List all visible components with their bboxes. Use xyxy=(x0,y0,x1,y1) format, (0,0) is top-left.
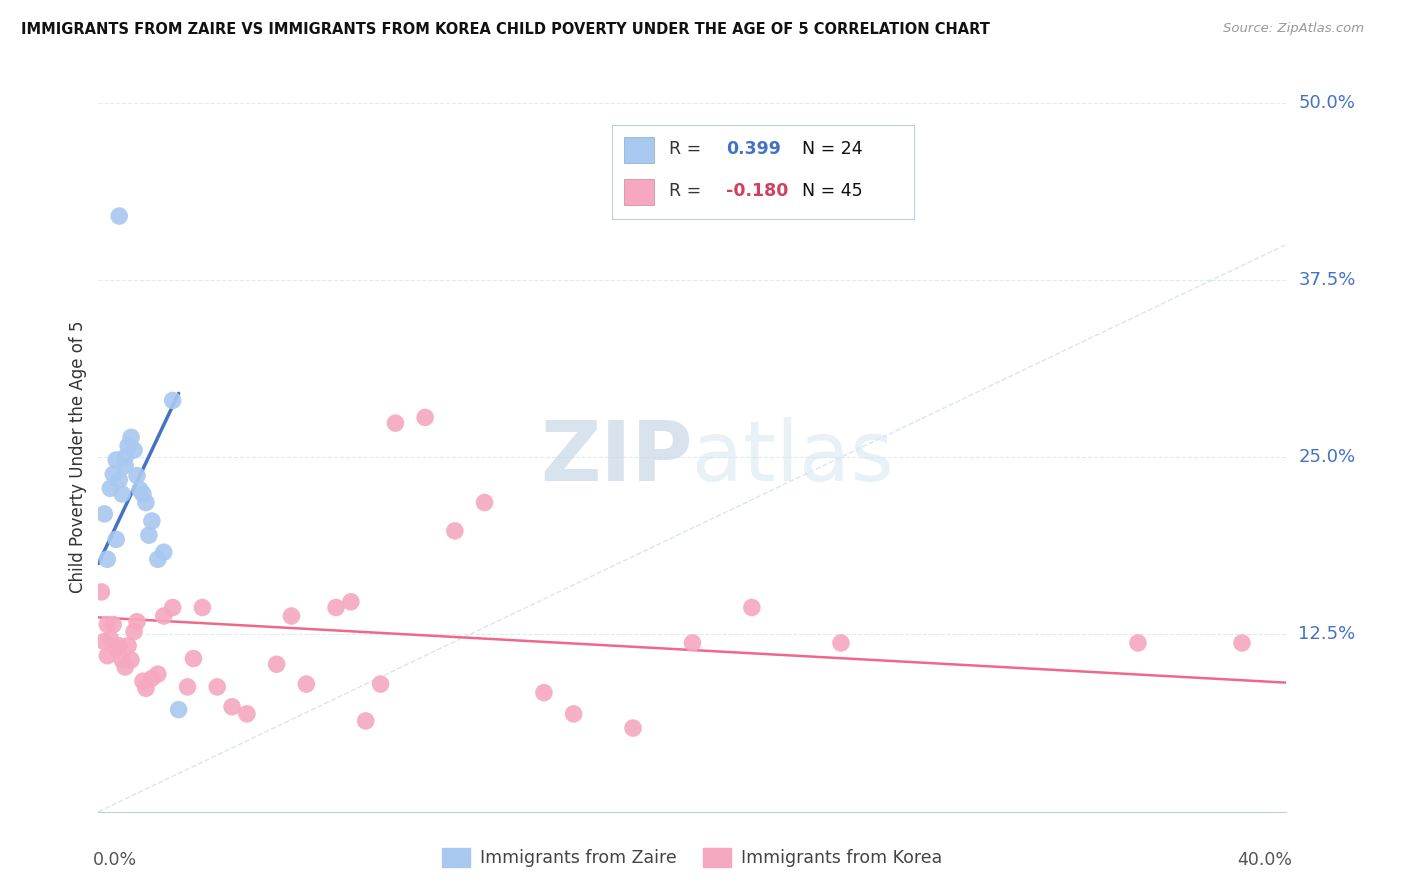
Text: 25.0%: 25.0% xyxy=(1298,448,1355,467)
Point xyxy=(105,641,128,656)
Point xyxy=(117,439,139,453)
Point xyxy=(474,495,496,509)
Text: IMMIGRANTS FROM ZAIRE VS IMMIGRANTS FROM KOREA CHILD POVERTY UNDER THE AGE OF 5 : IMMIGRANTS FROM ZAIRE VS IMMIGRANTS FROM… xyxy=(21,22,990,37)
FancyBboxPatch shape xyxy=(624,137,654,163)
Point xyxy=(132,674,155,689)
Point xyxy=(280,609,302,624)
Point xyxy=(325,600,347,615)
Point xyxy=(138,528,160,542)
Point xyxy=(162,393,184,408)
Point xyxy=(562,706,585,721)
Point xyxy=(354,714,377,728)
Point xyxy=(98,481,121,495)
Text: 0.399: 0.399 xyxy=(727,140,782,158)
Point xyxy=(141,672,163,686)
Point xyxy=(122,624,145,639)
Point xyxy=(236,706,259,721)
Text: R =: R = xyxy=(669,182,707,201)
Point xyxy=(340,595,363,609)
Point xyxy=(135,681,157,696)
Text: 12.5%: 12.5% xyxy=(1298,625,1355,643)
Point xyxy=(141,514,163,528)
Point xyxy=(384,416,406,430)
Point xyxy=(108,639,131,653)
Point xyxy=(96,617,118,632)
Point xyxy=(741,600,763,615)
Point xyxy=(167,703,190,717)
Point xyxy=(1126,636,1149,650)
Point xyxy=(90,585,112,599)
Text: ZIP: ZIP xyxy=(540,417,692,498)
Text: Source: ZipAtlas.com: Source: ZipAtlas.com xyxy=(1223,22,1364,36)
Point xyxy=(96,648,118,663)
Point xyxy=(183,651,205,665)
Point xyxy=(221,699,243,714)
Legend: Immigrants from Zaire, Immigrants from Korea: Immigrants from Zaire, Immigrants from K… xyxy=(436,841,949,874)
Point xyxy=(266,657,288,672)
FancyBboxPatch shape xyxy=(624,179,654,205)
Point xyxy=(114,458,136,473)
Point xyxy=(105,533,128,547)
Point xyxy=(152,609,174,624)
Point xyxy=(176,680,198,694)
Point xyxy=(120,653,142,667)
Point xyxy=(108,473,131,487)
Text: N = 45: N = 45 xyxy=(801,182,863,201)
Point xyxy=(162,600,184,615)
Point xyxy=(98,632,121,646)
Point xyxy=(111,487,134,501)
Text: N = 24: N = 24 xyxy=(801,140,863,158)
Point xyxy=(146,667,169,681)
Point xyxy=(533,685,555,699)
Point xyxy=(191,600,214,615)
Point xyxy=(413,410,436,425)
Text: R =: R = xyxy=(669,140,707,158)
Text: 37.5%: 37.5% xyxy=(1298,271,1355,289)
Point xyxy=(103,617,125,632)
Text: -0.180: -0.180 xyxy=(727,182,789,201)
Point xyxy=(129,483,152,497)
Point xyxy=(111,653,134,667)
Point xyxy=(370,677,392,691)
Point xyxy=(132,487,155,501)
Point xyxy=(135,495,157,509)
Point xyxy=(108,209,131,223)
Point xyxy=(152,545,174,559)
Text: 0.0%: 0.0% xyxy=(93,852,136,870)
Point xyxy=(146,552,169,566)
Point xyxy=(830,636,852,650)
Point xyxy=(120,430,142,444)
Point xyxy=(114,660,136,674)
Point xyxy=(93,634,115,648)
Point xyxy=(96,552,118,566)
Text: atlas: atlas xyxy=(692,417,894,498)
Point xyxy=(114,450,136,464)
Text: 50.0%: 50.0% xyxy=(1298,94,1355,112)
Point xyxy=(105,453,128,467)
Point xyxy=(621,721,644,735)
Point xyxy=(93,507,115,521)
Point xyxy=(1230,636,1253,650)
Y-axis label: Child Poverty Under the Age of 5: Child Poverty Under the Age of 5 xyxy=(69,321,87,593)
Point xyxy=(443,524,465,538)
Point xyxy=(117,639,139,653)
Point xyxy=(295,677,318,691)
Point xyxy=(205,680,228,694)
Point xyxy=(122,443,145,458)
Point xyxy=(103,467,125,482)
Point xyxy=(125,468,148,483)
Point xyxy=(681,636,703,650)
Text: 40.0%: 40.0% xyxy=(1237,852,1292,870)
Point xyxy=(125,615,148,629)
